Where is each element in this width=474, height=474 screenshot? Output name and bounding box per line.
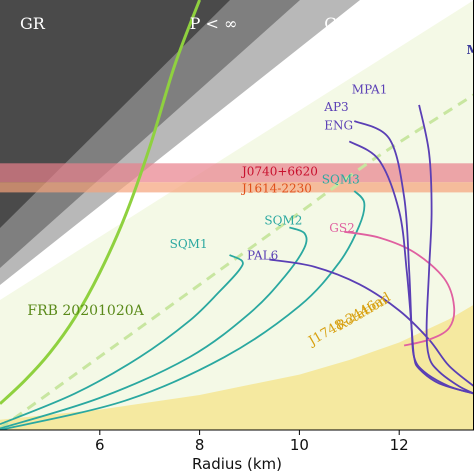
curve-label-sqm2: SQM2 bbox=[264, 214, 302, 228]
frb-curve bbox=[0, 0, 201, 405]
curve-sqm2 bbox=[0, 226, 308, 430]
x-axis-title: Radius (km) bbox=[192, 455, 282, 473]
curve-ap3 bbox=[353, 120, 474, 395]
dashed-line bbox=[0, 93, 474, 430]
x-tick-label-8: 8 bbox=[195, 436, 205, 454]
curve-sqm1 bbox=[0, 254, 244, 426]
x-tick-label-10: 10 bbox=[290, 436, 309, 454]
curve-gs2 bbox=[344, 230, 456, 347]
curve-label-sqm1: SQM1 bbox=[170, 237, 208, 251]
x-tick-label-6: 6 bbox=[95, 436, 105, 454]
region-label-causality: Causality bbox=[324, 14, 400, 33]
curve-pal6 bbox=[269, 258, 474, 387]
curve-label-ap3: AP3 bbox=[323, 100, 348, 114]
region-label-gr: GR bbox=[20, 14, 46, 33]
curve-mpa1 bbox=[418, 104, 474, 395]
curve-label-pal6: PAL6 bbox=[247, 249, 278, 263]
frb-label: FRB 20201020A bbox=[27, 303, 144, 319]
band-label-j0740+6620: J0740+6620 bbox=[240, 165, 318, 179]
allowed-region bbox=[0, 0, 474, 430]
curve-label-gs2: GS2 bbox=[329, 221, 354, 235]
curve-label-eng: ENG bbox=[324, 119, 353, 133]
band-j1614-2230 bbox=[0, 182, 474, 193]
rotation-region bbox=[0, 304, 474, 430]
curve-label-sqm3: SQM3 bbox=[322, 173, 360, 187]
band-j0740+6620 bbox=[0, 163, 474, 183]
band-label-j1614-2230: J1614-2230 bbox=[240, 181, 312, 195]
x-tick-label-12: 12 bbox=[390, 436, 409, 454]
curve-sqm3 bbox=[0, 190, 366, 430]
curve-label-mpa1: MPA1 bbox=[352, 82, 388, 96]
partial-label: M bbox=[467, 43, 474, 57]
region-label-p-inf: P < ∞ bbox=[190, 14, 238, 33]
